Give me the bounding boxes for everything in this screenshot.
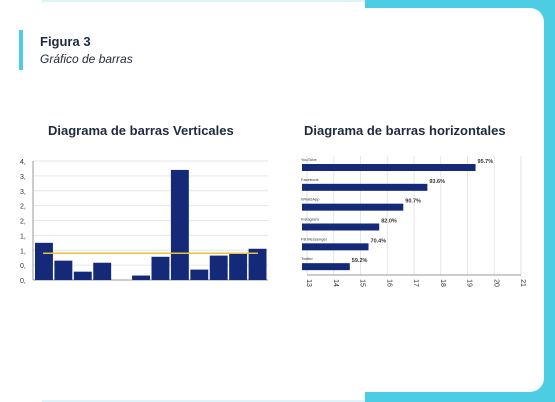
category-label: Facebook	[301, 177, 319, 182]
y-tick-label: 3,	[20, 174, 26, 181]
y-tick-label: 4,	[20, 159, 26, 166]
figure-accent-bar	[19, 30, 23, 70]
x-tick-label: 18	[439, 279, 446, 287]
bar	[302, 263, 350, 271]
x-tick-label: 15	[359, 279, 366, 287]
data-label: 70.4%	[371, 238, 387, 244]
bar	[151, 256, 170, 280]
bar	[248, 248, 267, 280]
figure-title: Gráfico de barras	[40, 52, 133, 66]
horizontal-chart-title: Diagrama de barras horizontales	[304, 123, 506, 138]
x-tick-label: 14	[332, 279, 339, 287]
y-tick-label: 0,	[20, 278, 26, 285]
category-label: FB Messenger	[301, 236, 328, 241]
y-tick-label: 0,	[20, 263, 26, 270]
vertical-bar-chart: 0, 0, 1, 1, 2, 2, 3, 3, 4,	[20, 159, 268, 285]
data-label: 90.7%	[405, 199, 421, 205]
bar	[302, 243, 369, 251]
bar	[73, 271, 92, 280]
bar	[190, 269, 209, 280]
bar	[302, 183, 428, 191]
bar	[229, 252, 248, 280]
bar	[170, 169, 189, 280]
bar	[132, 275, 150, 280]
y-tick-label: 3,	[20, 189, 26, 196]
x-tick-label: 16	[385, 279, 392, 287]
category-label: Twitter	[301, 256, 313, 261]
bar	[302, 223, 380, 231]
bar	[302, 203, 404, 211]
x-tick-label: 17	[412, 279, 419, 287]
horizontal-bar-chart: 13 14 15 16 17 18 19 20 21 YouTube 95.7% Facebook 93…	[301, 156, 526, 287]
y-tick-label: 2,	[20, 219, 26, 226]
category-label: Instagram	[301, 217, 319, 222]
x-tick-label: 19	[466, 279, 473, 287]
data-label: 93.6%	[429, 179, 445, 185]
x-tick-label: 21	[519, 279, 526, 287]
bar	[209, 255, 228, 280]
x-tick-label: 20	[492, 279, 499, 287]
bar	[35, 242, 53, 280]
y-tick-label: 2,	[20, 204, 26, 211]
figure-label: Figura 3	[40, 34, 91, 49]
y-tick-label: 1,	[20, 233, 26, 240]
data-label: 82.0%	[381, 219, 397, 225]
category-label: YouTube	[301, 157, 317, 162]
data-label: 95.7%	[478, 159, 494, 165]
bottom-divider	[42, 400, 365, 402]
bar	[302, 164, 476, 171]
y-tick-label: 1,	[20, 248, 26, 255]
figure-card	[0, 8, 544, 392]
top-divider	[42, 0, 365, 2]
bar	[93, 262, 112, 280]
x-tick-label: 13	[305, 279, 312, 287]
category-label: WhatsApp	[301, 197, 320, 202]
bar	[54, 260, 73, 280]
data-label: 59.2%	[352, 258, 368, 264]
vertical-chart-title: Diagrama de barras Verticales	[48, 123, 234, 138]
